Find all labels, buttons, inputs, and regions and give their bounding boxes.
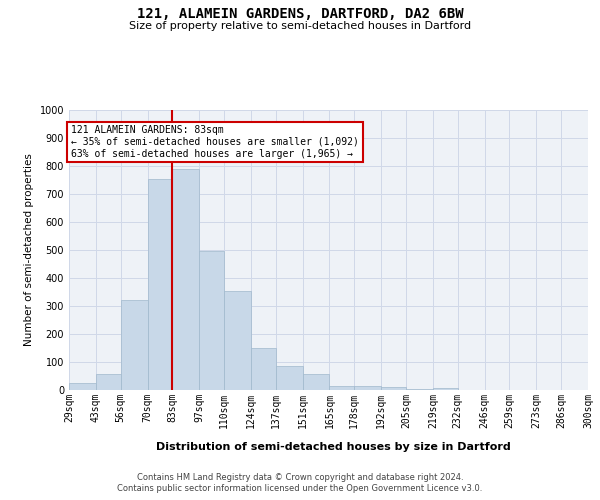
Bar bbox=[433, 388, 458, 390]
Y-axis label: Number of semi-detached properties: Number of semi-detached properties bbox=[24, 154, 34, 346]
Bar bbox=[224, 291, 251, 390]
Text: 121 ALAMEIN GARDENS: 83sqm
← 35% of semi-detached houses are smaller (1,092)
63%: 121 ALAMEIN GARDENS: 83sqm ← 35% of semi… bbox=[71, 126, 359, 158]
Bar bbox=[148, 180, 172, 390]
Bar bbox=[276, 366, 302, 390]
Text: Size of property relative to semi-detached houses in Dartford: Size of property relative to semi-detach… bbox=[129, 21, 471, 31]
Text: 121, ALAMEIN GARDENS, DARTFORD, DA2 6BW: 121, ALAMEIN GARDENS, DARTFORD, DA2 6BW bbox=[137, 8, 463, 22]
Text: Contains HM Land Registry data © Crown copyright and database right 2024.: Contains HM Land Registry data © Crown c… bbox=[137, 472, 463, 482]
Bar bbox=[121, 300, 148, 390]
Bar bbox=[199, 250, 224, 390]
Bar bbox=[381, 387, 406, 390]
Text: Contains public sector information licensed under the Open Government Licence v3: Contains public sector information licen… bbox=[118, 484, 482, 493]
Bar bbox=[172, 169, 199, 390]
Bar bbox=[251, 348, 276, 390]
Bar bbox=[355, 386, 381, 390]
Bar bbox=[329, 386, 355, 390]
Bar bbox=[302, 374, 329, 390]
Text: Distribution of semi-detached houses by size in Dartford: Distribution of semi-detached houses by … bbox=[155, 442, 511, 452]
Bar bbox=[96, 374, 121, 390]
Bar bbox=[69, 383, 96, 390]
Bar bbox=[406, 388, 433, 390]
